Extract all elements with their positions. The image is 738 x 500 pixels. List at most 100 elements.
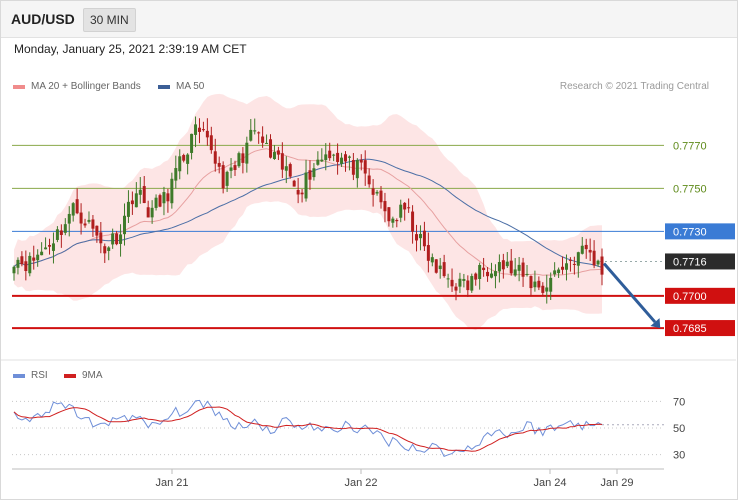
candle-body	[438, 265, 442, 270]
candle-body	[446, 278, 450, 280]
candle-body	[493, 271, 497, 277]
candle-body	[316, 159, 320, 165]
candle-body	[411, 211, 415, 232]
candle-body	[564, 263, 568, 270]
candle-body	[470, 276, 474, 291]
candle-body	[403, 202, 407, 210]
candle-body	[83, 223, 87, 226]
candle-body	[320, 159, 324, 162]
candles	[12, 116, 604, 304]
candle-body	[568, 259, 572, 261]
candle-body	[99, 232, 103, 244]
x-tick-label-1: Jan 22	[344, 477, 377, 489]
candle-body	[557, 269, 561, 274]
candle-body	[197, 127, 201, 132]
candle-body	[284, 166, 288, 171]
candle-body	[379, 190, 383, 203]
candle-body	[261, 136, 265, 143]
candle-body	[221, 165, 225, 189]
candle-body	[505, 261, 509, 267]
level-label-2: 0.7730	[673, 226, 707, 238]
candle-body	[367, 175, 371, 185]
x-tick-label-3: Jan 29	[600, 477, 633, 489]
candle-body	[245, 142, 249, 164]
candle-body	[332, 154, 336, 156]
bollinger-band	[14, 93, 602, 331]
candle-body	[213, 151, 217, 164]
candle-body	[418, 233, 422, 239]
candle-body	[324, 154, 328, 161]
legend-9ma-label: 9MA	[82, 370, 103, 381]
candle-body	[482, 267, 486, 271]
candle-body	[584, 244, 588, 250]
legend-9ma: 9MA	[64, 370, 103, 381]
candle-body	[553, 270, 557, 275]
legend-ma20: MA 20 + Bollinger Bands	[13, 81, 141, 92]
candle-body	[387, 207, 391, 222]
candle-body	[233, 165, 237, 171]
candle-body	[162, 192, 166, 204]
level-tag-4	[665, 287, 735, 304]
candle-body	[308, 170, 312, 180]
candle-body	[142, 186, 146, 204]
candle-body	[336, 152, 340, 162]
candle-body	[343, 154, 347, 162]
candle-body	[71, 203, 75, 216]
candle-body	[434, 259, 438, 273]
credit-text: Research © 2021 Trading Central	[559, 81, 709, 92]
candle-body	[126, 201, 130, 217]
candle-body	[454, 286, 458, 291]
candle-body	[513, 269, 517, 276]
x-tick-label-0: Jan 21	[155, 477, 188, 489]
candle-body	[55, 229, 59, 240]
candle-body	[549, 277, 553, 292]
candle-body	[276, 150, 280, 155]
candle-body	[442, 262, 446, 277]
candle-body	[32, 257, 36, 261]
candle-body	[154, 197, 158, 208]
candle-body	[241, 153, 245, 163]
candle-body	[174, 168, 178, 181]
candle-body	[119, 234, 123, 244]
candle-body	[430, 257, 434, 263]
candle-body	[580, 245, 584, 254]
legend-ma50: MA 50	[158, 81, 204, 92]
candle-body	[300, 192, 304, 195]
candle-body	[517, 264, 521, 271]
candle-body	[312, 168, 316, 178]
candle-body	[36, 254, 40, 261]
candle-body	[351, 160, 355, 175]
candle-body	[20, 256, 24, 265]
chart-header: AUD/USD 30 MIN	[1, 1, 737, 38]
candle-body	[359, 159, 363, 163]
candle-body	[458, 278, 462, 287]
candle-body	[292, 180, 296, 187]
level-label-0: 0.7770	[673, 140, 707, 152]
level-tag-5	[665, 320, 735, 337]
candle-body	[103, 246, 107, 254]
candle-body	[588, 249, 592, 253]
candle-body	[561, 266, 565, 270]
candle-body	[340, 157, 344, 164]
candle-body	[12, 266, 16, 274]
legend-ma20-label: MA 20 + Bollinger Bands	[31, 81, 141, 92]
candle-body	[91, 219, 95, 229]
candle-body	[462, 278, 466, 281]
candle-body	[111, 233, 115, 245]
candle-body	[509, 260, 513, 274]
candle-body	[592, 250, 596, 266]
candle-body	[28, 255, 32, 274]
candle-body	[572, 263, 576, 265]
candle-body	[474, 273, 478, 280]
candle-body	[115, 233, 119, 245]
candle-body	[107, 247, 111, 251]
legend-ma50-label: MA 50	[176, 81, 205, 92]
timeframe-button[interactable]: 30 MIN	[83, 8, 136, 32]
rsi-swatch	[13, 373, 25, 378]
candle-body	[186, 154, 190, 164]
candle-body	[371, 188, 375, 195]
candle-body	[426, 245, 430, 261]
candle-body	[178, 156, 182, 172]
candle-body	[497, 262, 501, 272]
